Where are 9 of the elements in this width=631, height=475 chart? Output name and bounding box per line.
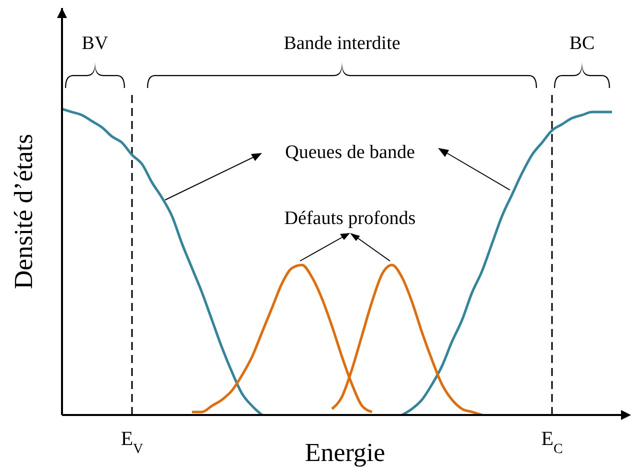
text: BV — [82, 33, 108, 54]
text: BC — [569, 33, 595, 54]
x-axis-title: Energie — [304, 438, 386, 467]
annotation: Queues de bande — [285, 142, 415, 163]
text: Bande interdite — [284, 33, 400, 54]
x-tick-label: E$_{C}$ — [541, 428, 563, 456]
x-tick-label: E$_{V}$ — [120, 428, 144, 456]
y-axis-title: Densité d’états — [9, 134, 38, 290]
annotation: Défauts profonds — [284, 208, 416, 229]
